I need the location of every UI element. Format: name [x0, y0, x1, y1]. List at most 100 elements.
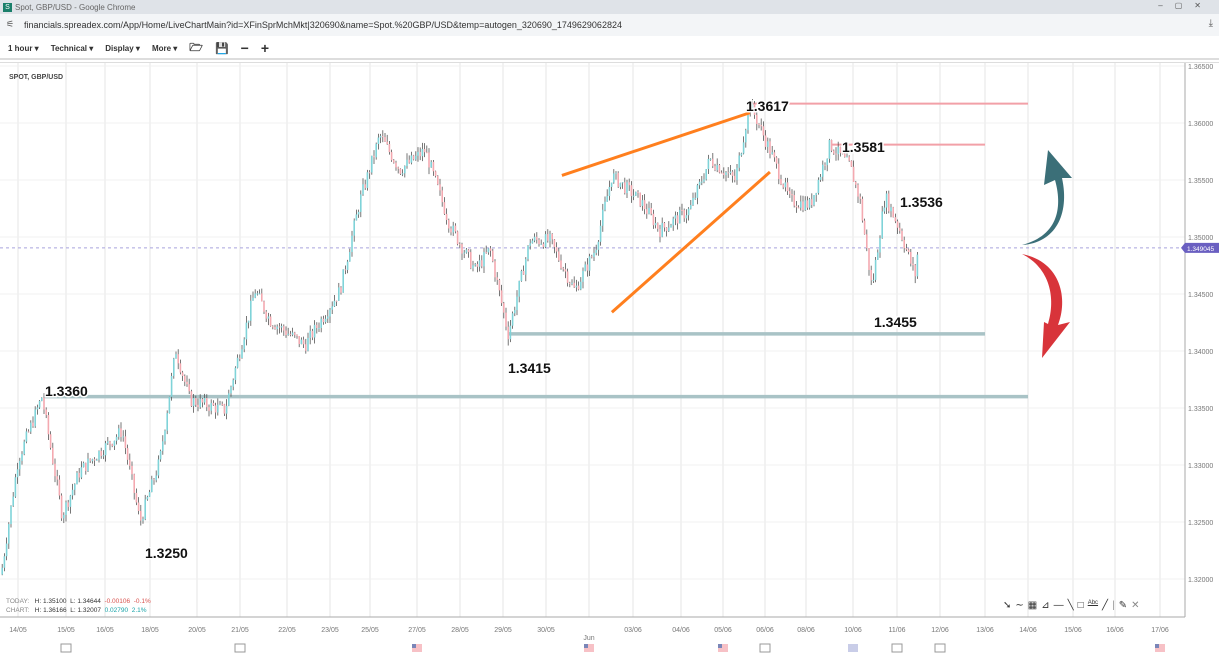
candle-up: [417, 151, 419, 156]
candle-down: [630, 185, 633, 197]
candle-up: [155, 475, 157, 481]
chart-stats: CHART: H: 1.36166 L: 1.32007 0.02790 2.1…: [6, 607, 147, 614]
pencil-icon[interactable]: ✎: [1118, 600, 1128, 611]
candle-down: [811, 199, 813, 206]
candle-down: [60, 495, 63, 519]
save-icon[interactable]: 💾: [214, 42, 229, 55]
candle-up: [531, 240, 534, 244]
x-tick-label: 23/05: [321, 627, 339, 634]
trendline-icon[interactable]: ╲: [1067, 600, 1074, 611]
candle-down: [863, 220, 866, 235]
candle-down: [562, 268, 564, 270]
candle-down: [786, 182, 789, 192]
candle-down: [419, 151, 421, 157]
calendar-icon: [759, 643, 771, 653]
candle-up: [25, 431, 28, 442]
candle-up: [672, 218, 674, 226]
candle-down: [373, 155, 375, 158]
curve-icon[interactable]: ∼: [1015, 600, 1024, 611]
candle-up: [170, 375, 173, 397]
candle-down: [47, 415, 50, 435]
fan-icon[interactable]: ⊿: [1041, 600, 1050, 611]
hline-icon[interactable]: —: [1053, 600, 1064, 611]
candle-up: [173, 358, 175, 376]
drawing-toolbar: ➘ ∼ ▦ ⊿ — ╲ □ Abc ╱ | ✎ ✕: [1003, 600, 1139, 611]
y-tick-label: 1.36500: [1188, 64, 1213, 71]
candle-up: [595, 249, 597, 253]
candle-up: [280, 326, 283, 328]
close-icon[interactable]: ✕: [1131, 600, 1140, 611]
candle-down: [190, 391, 193, 407]
candle-down: [298, 336, 300, 345]
candle-down: [652, 213, 655, 226]
price-chart[interactable]: 14/05 15/05 16/05 18/05 20/05 21/05 22/05 23/05…: [0, 62, 1219, 654]
technical-dropdown[interactable]: Technical ▾: [50, 43, 94, 53]
candle-down: [272, 326, 274, 328]
candle-up: [701, 181, 703, 183]
address-bar[interactable]: ⚟ financials.spreadex.com/App/Home/LiveCh…: [0, 14, 1219, 36]
candle-down: [850, 160, 853, 167]
candle-down: [133, 474, 135, 493]
candle-up: [371, 155, 373, 173]
candle-up: [267, 316, 270, 319]
more-dropdown[interactable]: More ▾: [151, 43, 178, 53]
candle-up: [742, 142, 745, 154]
candle-down: [344, 269, 347, 271]
display-dropdown[interactable]: Display ▾: [105, 43, 140, 53]
candle-up: [874, 259, 877, 280]
candle-up: [362, 184, 364, 195]
candle-down: [494, 261, 496, 278]
line-icon[interactable]: ╱: [1102, 600, 1109, 611]
zoom-out-button[interactable]: −: [240, 40, 249, 56]
candle-down: [100, 451, 102, 456]
candle-down: [432, 161, 435, 172]
rectangle-icon[interactable]: □: [1077, 600, 1084, 611]
candle-down: [58, 479, 61, 496]
candle-down: [628, 182, 630, 186]
candle-up: [452, 225, 454, 233]
candle-up: [571, 282, 573, 284]
candle-down: [791, 194, 793, 196]
candle-up: [41, 397, 43, 401]
candle-down: [894, 217, 897, 222]
candle-up: [256, 293, 259, 295]
pointer-icon[interactable]: ➘: [1003, 600, 1012, 611]
candle-down: [386, 141, 388, 145]
candle-up: [38, 400, 41, 408]
y-tick-label: 1.35500: [1188, 178, 1213, 185]
flag-canton: [412, 644, 416, 648]
candle-up: [98, 451, 100, 460]
price-annotation: 1.3250: [145, 545, 188, 561]
candle-up: [217, 404, 219, 413]
candle-down: [269, 316, 272, 327]
candle-up: [610, 182, 613, 187]
candle-up: [276, 326, 278, 330]
candle-down: [855, 181, 857, 185]
candle-down: [720, 172, 723, 174]
text-icon[interactable]: Abc: [1087, 600, 1099, 606]
candle-down: [426, 152, 428, 154]
candle-down: [305, 344, 307, 351]
candle-up: [846, 156, 848, 158]
url-text[interactable]: financials.spreadex.com/App/Home/LiveCha…: [24, 20, 622, 30]
grid-icon[interactable]: ▦: [1027, 600, 1038, 611]
price-annotation: 1.3415: [508, 360, 551, 376]
interval-dropdown[interactable]: 1 hour ▾: [8, 43, 39, 53]
folder-open-icon[interactable]: 🗁: [189, 41, 203, 54]
x-tick-label: 29/05: [494, 627, 512, 634]
candle-up: [529, 243, 531, 246]
site-info-icon[interactable]: ⚟: [6, 19, 15, 29]
candle-down: [445, 213, 448, 221]
candle-down: [870, 269, 872, 281]
candle-down: [489, 248, 492, 251]
candle-down: [54, 463, 56, 477]
candle-up: [36, 407, 39, 410]
zoom-in-button[interactable]: +: [260, 40, 270, 56]
candle-up: [709, 158, 712, 160]
download-icon[interactable]: ⤓: [1208, 18, 1213, 29]
candle-up: [588, 256, 591, 271]
candle-up: [837, 146, 839, 155]
candle-down: [52, 447, 54, 464]
candle-down: [551, 233, 553, 240]
window-controls[interactable]: –▢✕: [1158, 1, 1213, 10]
